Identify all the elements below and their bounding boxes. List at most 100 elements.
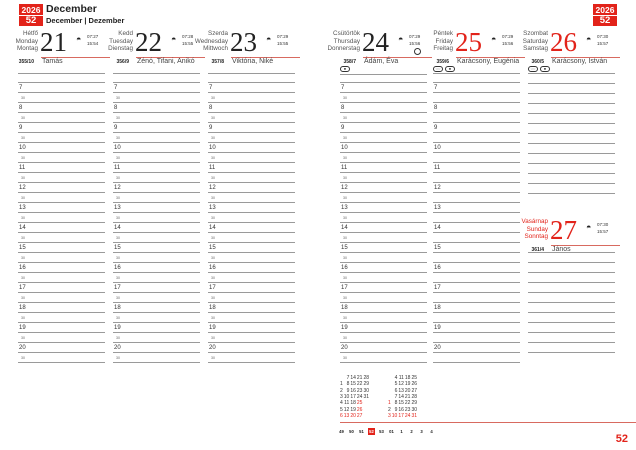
mini-day[interactable]: 15 <box>398 400 404 407</box>
hour-line[interactable] <box>340 252 427 253</box>
hour-line[interactable] <box>340 152 427 153</box>
hour-line[interactable] <box>113 352 200 353</box>
hour-line[interactable] <box>113 212 200 213</box>
half-hour-line[interactable] <box>433 282 520 283</box>
mini-day[interactable]: 16 <box>398 406 404 413</box>
hour-line[interactable] <box>18 312 105 313</box>
half-hour-line[interactable] <box>340 282 427 283</box>
line[interactable] <box>528 133 615 134</box>
mini-day[interactable]: 8 <box>346 381 350 388</box>
hour-line[interactable] <box>18 352 105 353</box>
mini-day[interactable]: 9 <box>394 406 398 413</box>
week-link[interactable]: 50 <box>349 429 354 434</box>
mini-day[interactable]: 12 <box>398 381 404 388</box>
half-hour-line[interactable] <box>113 302 200 303</box>
half-hour-line[interactable] <box>113 322 200 323</box>
hour-line[interactable] <box>208 332 295 333</box>
hour-line[interactable] <box>18 112 105 113</box>
hour-line[interactable] <box>433 312 520 313</box>
half-hour-line[interactable] <box>113 282 200 283</box>
hour-line[interactable] <box>208 312 295 313</box>
half-hour-line[interactable] <box>433 182 520 183</box>
week-link[interactable]: 49 <box>339 429 344 434</box>
line[interactable] <box>528 322 615 323</box>
half-hour-line[interactable] <box>208 142 295 143</box>
mini-day[interactable]: 9 <box>346 387 350 394</box>
mini-day[interactable]: 3 <box>340 394 343 401</box>
half-hour-line[interactable] <box>433 242 520 243</box>
line[interactable] <box>528 143 615 144</box>
mini-day[interactable]: 2 <box>388 406 391 413</box>
hour-line[interactable] <box>113 152 200 153</box>
half-hour-line[interactable] <box>433 222 520 223</box>
mini-day[interactable]: 26 <box>356 406 363 413</box>
mini-day[interactable]: 11 <box>344 400 350 407</box>
hour-line[interactable] <box>433 192 520 193</box>
half-hour-line[interactable] <box>208 282 295 283</box>
hour-line[interactable] <box>18 192 105 193</box>
hour-line[interactable] <box>208 272 295 273</box>
hour-line[interactable] <box>340 312 427 313</box>
hour-line[interactable] <box>433 332 520 333</box>
week-link[interactable]: 01 <box>389 429 394 434</box>
hour-line[interactable] <box>113 112 200 113</box>
mini-day[interactable]: 24 <box>404 412 411 419</box>
hour-line[interactable] <box>113 272 200 273</box>
hour-line[interactable] <box>340 292 427 293</box>
half-hour-line[interactable] <box>433 302 520 303</box>
half-hour-line[interactable] <box>208 242 295 243</box>
hour-line[interactable] <box>433 92 520 93</box>
half-hour-line[interactable] <box>18 302 105 303</box>
half-hour-line[interactable] <box>340 162 427 163</box>
hour-line[interactable] <box>113 232 200 233</box>
hour-line[interactable] <box>208 152 295 153</box>
half-hour-line[interactable] <box>113 142 200 143</box>
mini-day[interactable]: 1 <box>340 381 343 388</box>
line[interactable] <box>528 252 615 253</box>
hour-line[interactable] <box>433 172 520 173</box>
half-hour-line[interactable] <box>113 102 200 103</box>
mini-day[interactable]: 5 <box>340 406 343 413</box>
line[interactable] <box>528 292 615 293</box>
half-hour-line[interactable] <box>18 262 105 263</box>
mini-day[interactable]: 4 <box>340 400 343 407</box>
mini-day[interactable]: 20 <box>350 412 356 419</box>
mini-day[interactable]: 5 <box>394 381 398 388</box>
hour-line[interactable] <box>208 212 295 213</box>
hour-line[interactable] <box>18 212 105 213</box>
mini-day[interactable]: 14 <box>350 375 356 382</box>
mini-day[interactable]: 30 <box>363 387 370 394</box>
half-hour-line[interactable] <box>113 242 200 243</box>
hour-line[interactable] <box>340 192 427 193</box>
hour-line[interactable] <box>18 252 105 253</box>
line[interactable] <box>528 163 615 164</box>
mini-day[interactable]: 10 <box>343 394 350 401</box>
hour-line[interactable] <box>208 92 295 93</box>
line[interactable] <box>528 262 615 263</box>
half-hour-line[interactable] <box>340 362 427 363</box>
hour-line[interactable] <box>113 92 200 93</box>
mini-day[interactable]: 11 <box>398 375 404 382</box>
week-link[interactable]: 53 <box>379 429 384 434</box>
line[interactable] <box>528 83 615 84</box>
line[interactable] <box>528 342 615 343</box>
mini-day[interactable]: 8 <box>394 400 398 407</box>
week-link[interactable]: 51 <box>359 429 364 434</box>
half-hour-line[interactable] <box>340 222 427 223</box>
half-hour-line[interactable] <box>18 242 105 243</box>
half-hour-line[interactable] <box>18 342 105 343</box>
half-hour-line[interactable] <box>433 122 520 123</box>
mini-day[interactable]: 6 <box>394 387 398 394</box>
mini-day[interactable]: 19 <box>350 406 356 413</box>
hour-line[interactable] <box>208 192 295 193</box>
mini-day[interactable]: 22 <box>404 400 411 407</box>
half-hour-line[interactable] <box>208 302 295 303</box>
half-hour-line[interactable] <box>208 222 295 223</box>
mini-day[interactable]: 15 <box>350 381 356 388</box>
mini-day[interactable]: 28 <box>411 394 418 401</box>
mini-day[interactable]: 28 <box>363 375 370 382</box>
line[interactable] <box>528 352 615 353</box>
half-hour-line[interactable] <box>113 342 200 343</box>
mini-day[interactable]: 7 <box>394 394 398 401</box>
half-hour-line[interactable] <box>340 142 427 143</box>
